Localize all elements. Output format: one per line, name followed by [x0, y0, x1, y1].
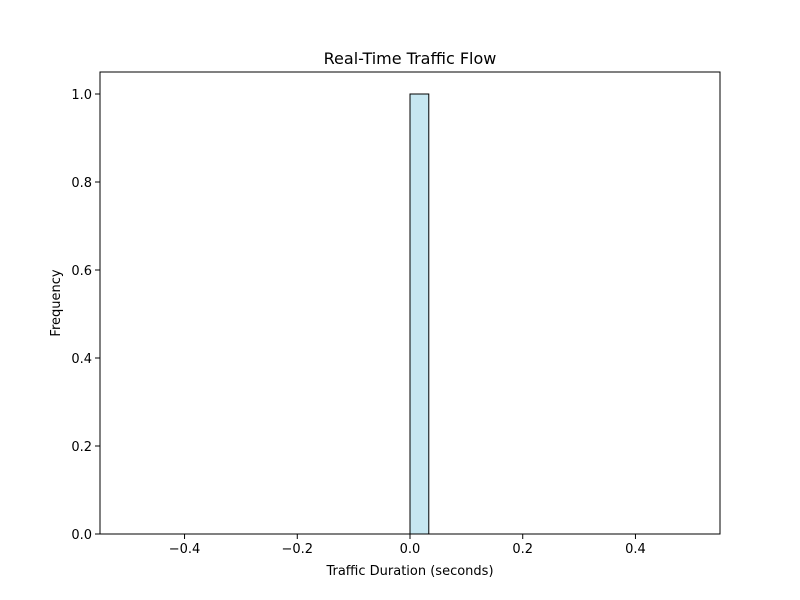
- x-tick-label: −0.2: [281, 542, 313, 557]
- histogram-bar: [409, 93, 430, 535]
- y-tick-label: 0.0: [71, 528, 92, 543]
- x-axis-label: Traffic Duration (seconds): [325, 564, 493, 579]
- x-tick-label: 0.0: [400, 542, 421, 557]
- x-tick-label: −0.4: [169, 542, 201, 557]
- y-tick-label: 1.0: [71, 88, 92, 103]
- bars-group: [409, 93, 430, 535]
- x-tick-label: 0.4: [625, 542, 646, 557]
- y-tick-label: 0.6: [71, 264, 92, 279]
- x-tick-label: 0.2: [512, 542, 533, 557]
- x-axis-ticks: −0.4 −0.2 0.0 0.2 0.4: [169, 534, 646, 557]
- y-tick-label: 0.2: [71, 440, 92, 455]
- y-axis-label: Frequency: [49, 269, 64, 336]
- y-tick-label: 0.8: [71, 176, 92, 191]
- y-axis-ticks: 0.0 0.2 0.4 0.6 0.8 1.0: [71, 88, 100, 543]
- chart-title: Real-Time Traffic Flow: [324, 49, 497, 68]
- y-tick-label: 0.4: [71, 352, 92, 367]
